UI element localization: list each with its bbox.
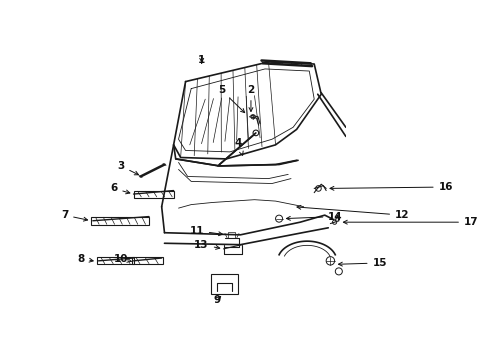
Text: 5: 5 xyxy=(218,85,245,113)
Text: 7: 7 xyxy=(61,210,88,221)
Text: 17: 17 xyxy=(343,217,479,227)
Text: 1: 1 xyxy=(198,55,205,66)
Text: 14: 14 xyxy=(287,212,343,221)
Text: 2: 2 xyxy=(247,85,255,112)
Text: 13: 13 xyxy=(194,240,220,250)
Text: 15: 15 xyxy=(339,258,387,268)
Text: 11: 11 xyxy=(189,226,222,236)
Text: 4: 4 xyxy=(235,139,243,155)
Text: 12: 12 xyxy=(297,205,410,220)
Text: 9: 9 xyxy=(214,294,221,305)
Text: 10: 10 xyxy=(113,254,131,264)
Text: 6: 6 xyxy=(110,184,130,194)
Text: 8: 8 xyxy=(77,254,93,264)
Text: 16: 16 xyxy=(330,182,453,192)
Text: 3: 3 xyxy=(117,161,139,175)
